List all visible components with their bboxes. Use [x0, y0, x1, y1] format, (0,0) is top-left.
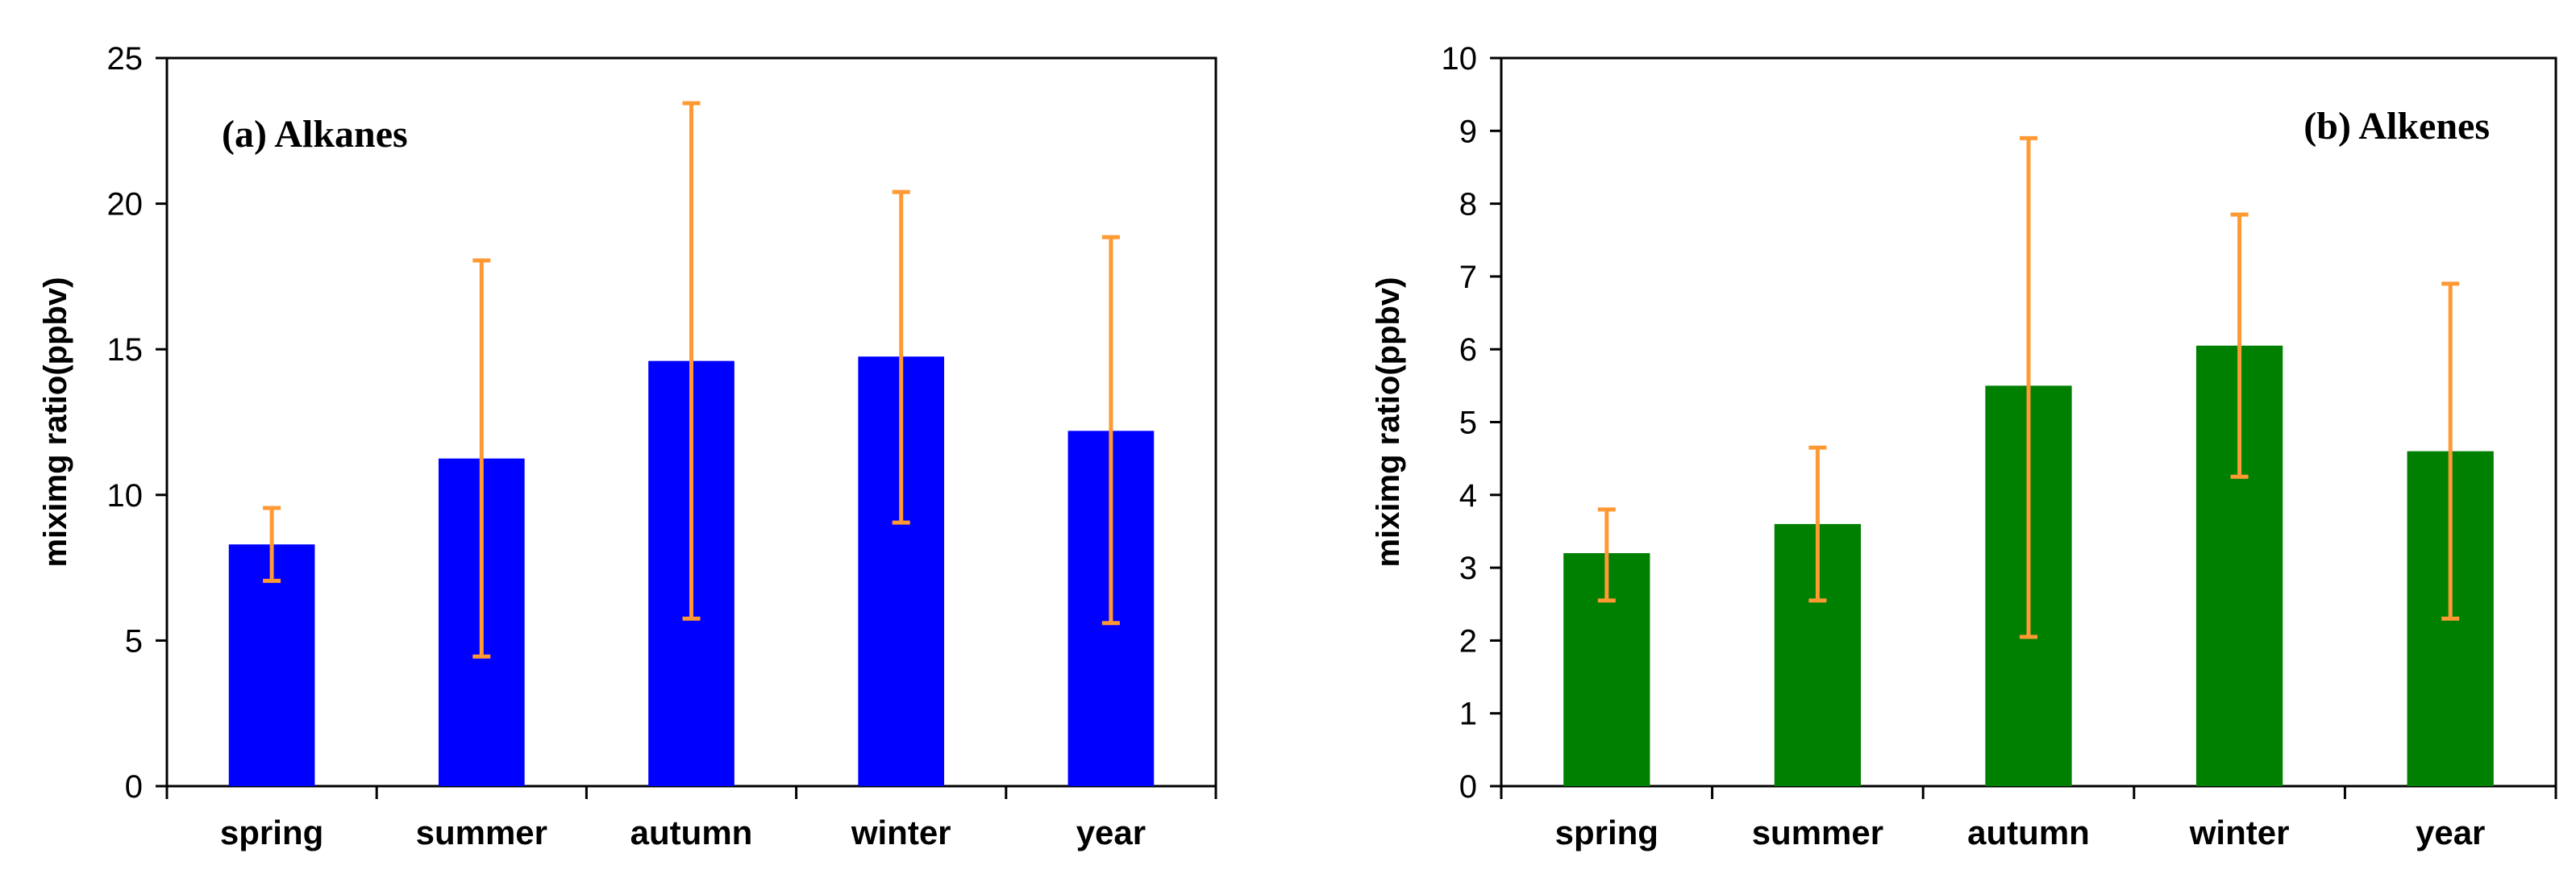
- error-bar-autumn: [2020, 135, 2037, 639]
- x-tick-label-autumn: autumn: [630, 814, 753, 851]
- panel-alkenes: 0 1 2 3 4 5 6 7 8 9 10 spring summer autumn winter year…: [1371, 41, 2557, 851]
- x-tick-label-spring: spring: [220, 814, 323, 851]
- y-tick-label: 10: [1442, 41, 1478, 77]
- panel-alkanes: 0 5 10 15 20 25 spring summer autumn winter year (a…: [38, 41, 1217, 851]
- error-bar-winter: [892, 189, 910, 525]
- error-bar-summer: [1808, 445, 1827, 603]
- y-tick-label: 5: [1459, 406, 1477, 441]
- y-tick-label: 4: [1459, 478, 1477, 514]
- x-tick-label-winter: winter: [2189, 814, 2290, 851]
- x-tick-label-autumn: autumn: [1967, 814, 2090, 851]
- x-tick-label-summer: summer: [1752, 814, 1883, 851]
- y-axis-title: miximg ratio(ppbv): [1371, 277, 1406, 567]
- error-bar-year: [1101, 235, 1120, 626]
- y-tick-label: 25: [107, 41, 144, 77]
- x-tick-label-spring: spring: [1555, 814, 1658, 851]
- y-tick-label: 0: [125, 769, 143, 805]
- x-tick-label-winter: winter: [851, 814, 951, 851]
- y-tick-label: 15: [107, 332, 144, 368]
- error-bar-autumn: [682, 101, 701, 621]
- x-tick-label-summer: summer: [416, 814, 547, 851]
- chart-title: (b) Alkenes: [2303, 105, 2490, 148]
- y-tick-label: 10: [107, 478, 144, 514]
- y-tick-label: 0: [1459, 769, 1477, 805]
- y-axis-title: miximg ratio(ppbv): [38, 277, 73, 567]
- y-tick-label: 5: [125, 623, 143, 659]
- y-tick-label: 7: [1459, 260, 1477, 295]
- bar-spring: [228, 544, 315, 786]
- error-bar-spring: [1597, 507, 1616, 603]
- error-bar-summer: [472, 258, 491, 659]
- y-tick-label: 9: [1459, 114, 1477, 149]
- y-tick-label: 2: [1459, 623, 1477, 659]
- x-tick-label-year: year: [2416, 814, 2485, 851]
- error-bar-winter: [2230, 212, 2249, 479]
- x-tick-label-year: year: [1076, 814, 1146, 851]
- y-tick-label: 8: [1459, 187, 1477, 223]
- y-tick-label: 1: [1459, 697, 1477, 732]
- error-bar-spring: [263, 506, 281, 583]
- y-tick-label: 6: [1459, 332, 1477, 368]
- chart-title: (a) Alkanes: [222, 113, 408, 156]
- y-tick-label: 20: [107, 187, 144, 223]
- y-tick-label: 3: [1459, 551, 1477, 586]
- error-bar-year: [2441, 281, 2460, 621]
